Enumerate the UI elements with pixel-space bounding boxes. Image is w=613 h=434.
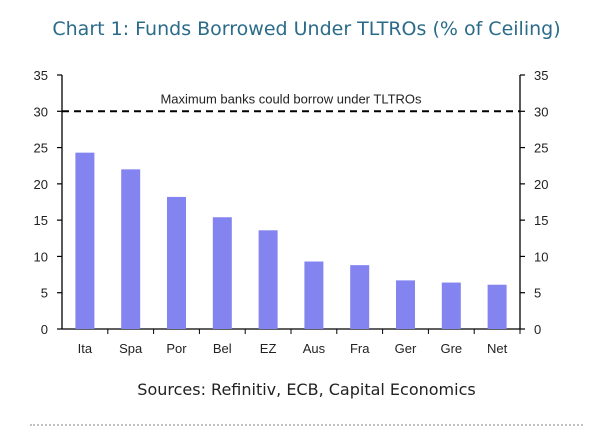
x-tick-label: Bel xyxy=(213,341,232,356)
x-tick-label: EZ xyxy=(260,341,277,356)
x-tick-label: Ger xyxy=(395,341,417,356)
x-tick-label: Ita xyxy=(78,341,93,356)
bar-ita xyxy=(75,152,95,329)
y-tick-label-right: 15 xyxy=(534,213,548,228)
y-tick-label-left: 25 xyxy=(34,141,48,156)
y-tick-label-right: 20 xyxy=(534,177,548,192)
y-tick-label-left: 10 xyxy=(34,249,48,264)
bar-fra xyxy=(350,265,370,329)
bar-bel xyxy=(212,217,232,329)
x-tick-label: Gre xyxy=(440,341,462,356)
y-ticks-right: 0 5 10 15 20 25 30 35 xyxy=(520,68,548,337)
y-tick-label-left: 30 xyxy=(34,104,48,119)
bar-aus xyxy=(304,261,324,329)
bar-por xyxy=(167,196,186,329)
y-tick-label-left: 15 xyxy=(34,213,48,228)
y-tick-label-right: 25 xyxy=(534,141,548,156)
source-note: Sources: Refinitiv, ECB, Capital Economi… xyxy=(137,380,476,399)
chart-title: Chart 1: Funds Borrowed Under TLTROs (% … xyxy=(52,18,561,40)
reference-line-label: Maximum banks could borrow under TLTROs xyxy=(160,91,422,106)
y-tick-label-left: 0 xyxy=(41,322,48,337)
y-tick-label-right: 10 xyxy=(534,249,548,264)
y-tick-label-right: 5 xyxy=(534,286,541,301)
y-tick-label-left: 5 xyxy=(41,286,48,301)
x-tick-label: Fra xyxy=(350,341,370,356)
y-ticks-left: 0 5 10 15 20 25 30 35 xyxy=(34,68,62,337)
x-tick-label: Spa xyxy=(119,341,143,356)
x-tick-label: Por xyxy=(166,341,187,356)
bar-spa xyxy=(121,169,141,329)
cropped-text-remnant xyxy=(30,424,583,434)
bar-ger xyxy=(396,280,415,329)
y-tick-label-right: 30 xyxy=(534,104,548,119)
x-tick-label: Net xyxy=(487,341,508,356)
bar-ez xyxy=(258,230,278,329)
x-tick-labels: Ita Spa Por Bel EZ Aus Fra Ger Gre Net xyxy=(78,329,521,356)
y-tick-label-left: 20 xyxy=(34,177,48,192)
x-tick-label: Aus xyxy=(303,341,326,356)
y-tick-label-right: 35 xyxy=(534,68,548,83)
bars xyxy=(75,152,507,329)
bar-gre xyxy=(441,282,461,329)
y-tick-label-left: 35 xyxy=(34,68,48,83)
y-tick-label-right: 0 xyxy=(534,322,541,337)
bar-net xyxy=(487,284,507,329)
